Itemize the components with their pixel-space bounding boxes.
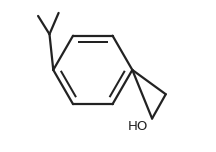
Text: HO: HO [127,120,148,133]
